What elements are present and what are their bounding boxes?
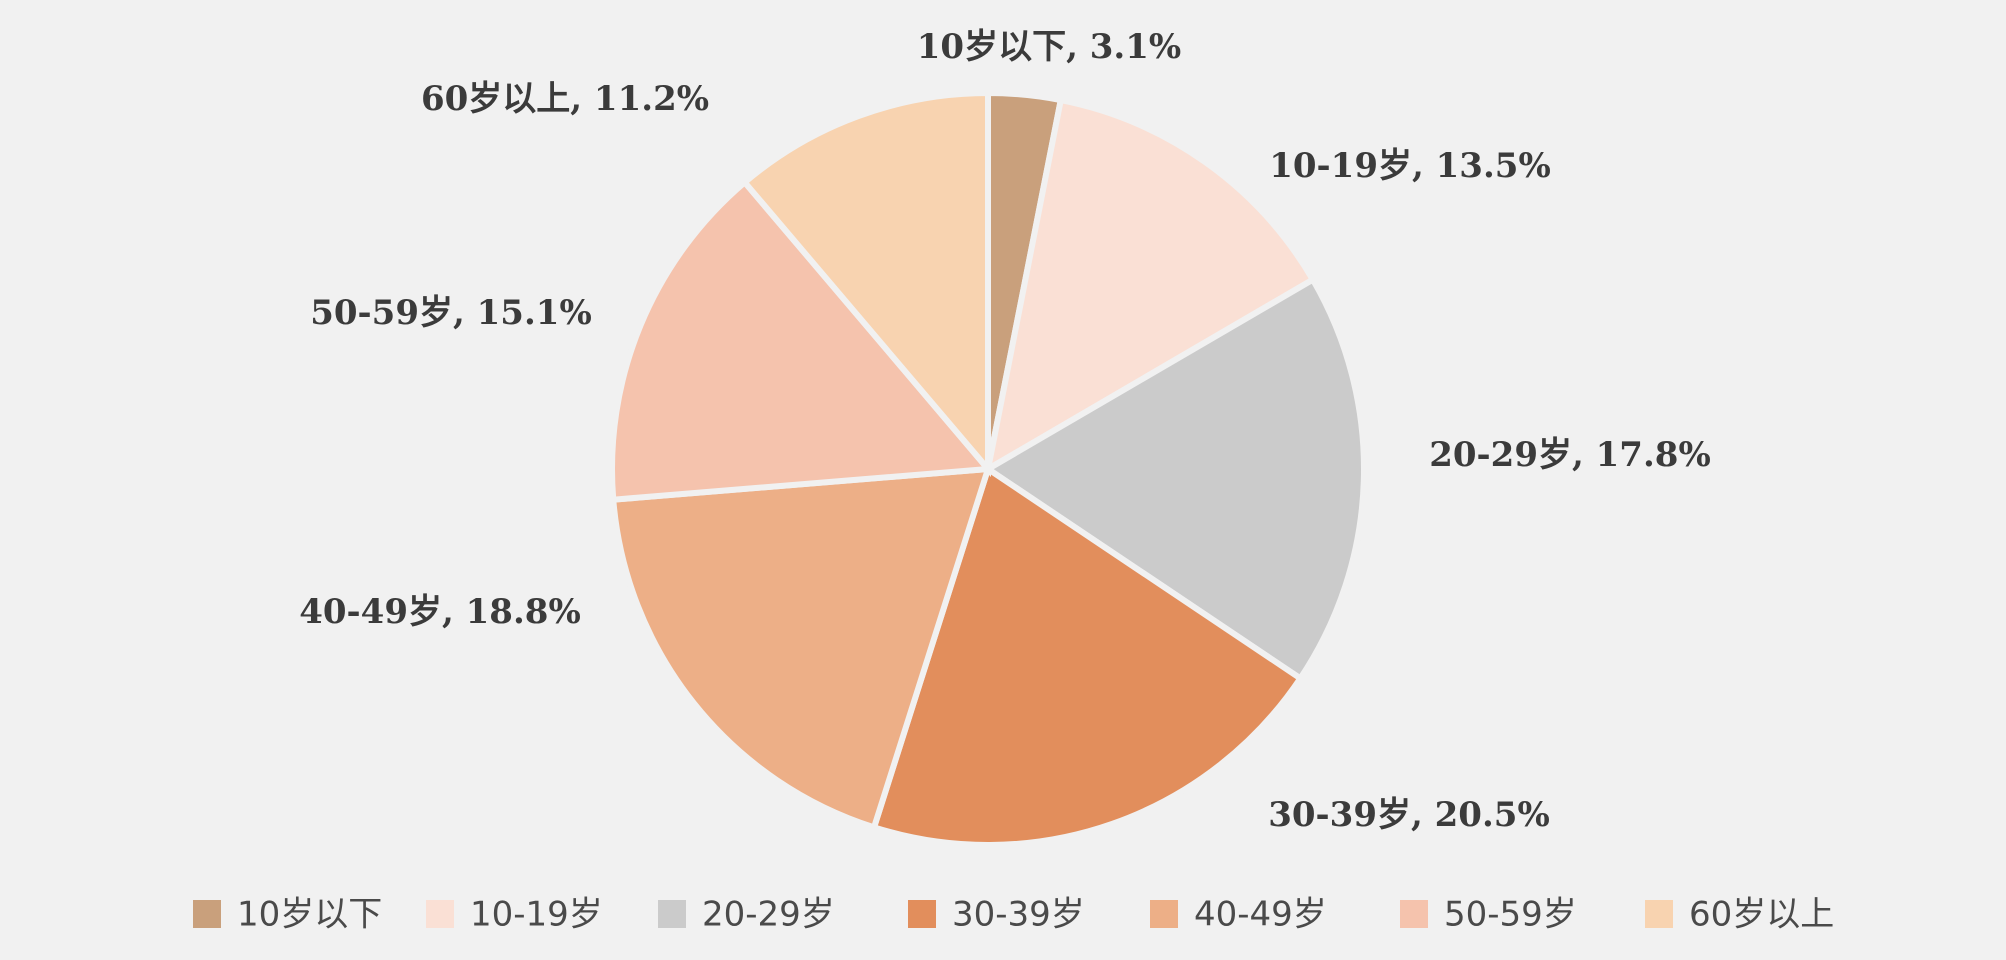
pie-slice	[870, 464, 1305, 848]
legend-item: 40-49岁	[1150, 895, 1327, 935]
legend-label: 30-39岁	[952, 895, 1085, 935]
pie-slice	[982, 275, 1367, 683]
data-label: 30-39岁, 20.5%	[1268, 795, 1550, 835]
pie-slices	[609, 89, 1367, 848]
data-label: 40-49岁, 18.8%	[299, 592, 581, 632]
pie-slice	[983, 96, 1317, 475]
legend-swatch	[1400, 900, 1428, 928]
pie-slice	[610, 465, 993, 832]
data-labels: 10岁以下, 3.1% 10-19岁, 13.5% 20-29岁, 17.8% 30-…	[299, 27, 1711, 835]
legend-swatch	[1150, 900, 1178, 928]
data-label: 10-19岁, 13.5%	[1269, 146, 1551, 186]
legend-label: 60岁以上	[1689, 895, 1834, 935]
legend-item: 50-59岁	[1400, 895, 1577, 935]
data-label: 50-59岁, 15.1%	[310, 293, 592, 333]
legend-label: 10-19岁	[470, 895, 603, 935]
legend-label: 20-29岁	[702, 895, 835, 935]
legend-item: 20-29岁	[658, 895, 835, 935]
legend-item: 10-19岁	[426, 895, 603, 935]
pie-slice	[740, 89, 991, 478]
legend-swatch	[908, 900, 936, 928]
legend-swatch	[193, 900, 221, 928]
legend-swatch	[426, 900, 454, 928]
legend-swatch	[1645, 900, 1673, 928]
data-label: 10岁以下, 3.1%	[917, 27, 1181, 67]
data-label: 60岁以上, 11.2%	[421, 79, 709, 119]
data-label: 20-29岁, 17.8%	[1429, 435, 1711, 475]
legend-item: 60岁以上	[1645, 895, 1834, 935]
legend-item: 10岁以下	[193, 895, 382, 935]
legend: 10岁以下 10-19岁 20-29岁 30-39岁 40-49岁 50-59岁 60岁以上	[193, 895, 1834, 935]
pie-slice	[609, 178, 995, 503]
legend-label: 10岁以下	[237, 895, 382, 935]
legend-label: 40-49岁	[1194, 895, 1327, 935]
legend-item: 30-39岁	[908, 895, 1085, 935]
legend-label: 50-59岁	[1444, 895, 1577, 935]
legend-swatch	[658, 900, 686, 928]
